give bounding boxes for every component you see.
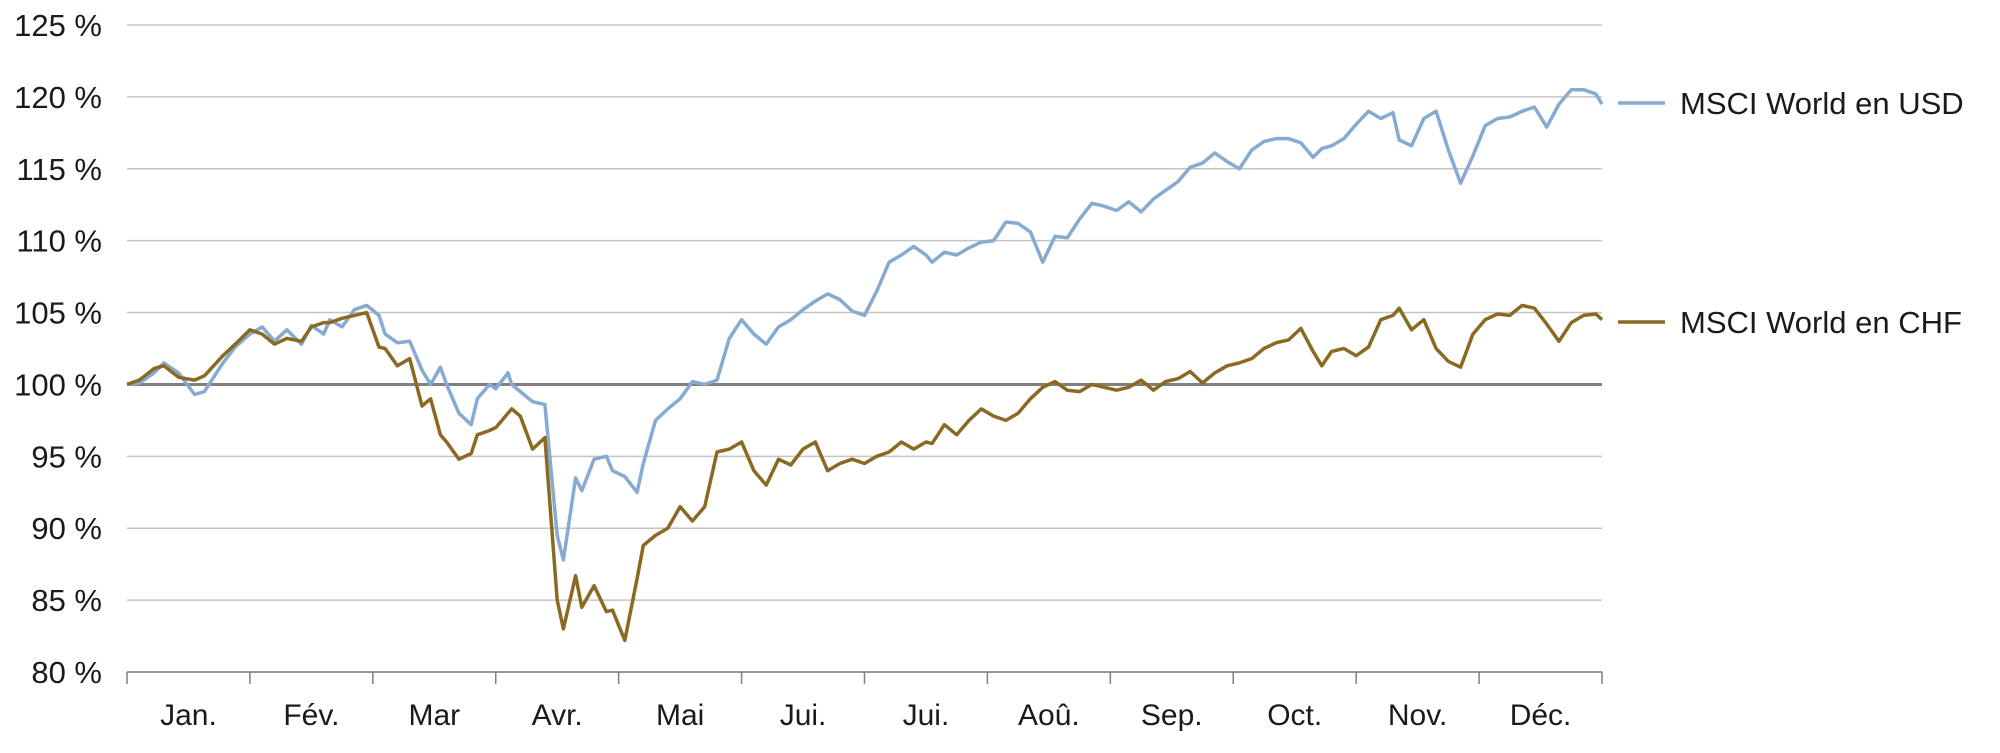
x-tick-label: Fév. — [283, 699, 339, 732]
y-tick-label: 115 % — [16, 152, 102, 187]
y-tick-label: 95 % — [31, 439, 102, 474]
x-axis: Jan. Fév. Mar Avr. Mai Jui. Jui. Aoû. Sep. Oct. No… — [126, 671, 1603, 732]
x-tick-label: Jan. — [160, 699, 217, 732]
legend: MSCI World en USD MSCI World en CHF — [1618, 86, 1964, 340]
series-line-chf — [126, 303, 1604, 643]
x-tick-label: Mar — [408, 699, 460, 732]
series-line-usd — [126, 87, 1604, 562]
y-tick-label: 100 % — [14, 367, 102, 402]
y-axis-tick-labels: 80 % 85 % 90 % 95 % 100 % 105 % 110 % 115 % 120 … — [14, 8, 102, 690]
series-lines — [126, 87, 1604, 643]
x-tick-label: Sep. — [1141, 699, 1203, 732]
legend-label: MSCI World en CHF — [1680, 305, 1962, 340]
y-tick-label: 105 % — [14, 296, 102, 331]
y-tick-label: 110 % — [16, 224, 102, 259]
y-tick-label: 125 % — [14, 8, 102, 43]
x-tick-label: Aoû. — [1018, 699, 1080, 732]
x-tick-label: Mai — [656, 699, 704, 732]
y-tick-label: 90 % — [31, 511, 102, 546]
x-tick-label: Déc. — [1510, 699, 1572, 732]
legend-label: MSCI World en USD — [1680, 86, 1964, 121]
x-tick-label: Nov. — [1388, 699, 1447, 732]
x-tick-label: Jui. — [903, 699, 950, 732]
x-tick-label: Oct. — [1267, 699, 1322, 732]
y-tick-label: 85 % — [31, 583, 102, 618]
y-tick-label: 80 % — [31, 655, 102, 690]
x-tick-label: Avr. — [532, 699, 583, 732]
gridlines — [127, 24, 1602, 673]
x-tick-label: Jui. — [780, 699, 827, 732]
y-tick-label: 120 % — [14, 80, 102, 115]
